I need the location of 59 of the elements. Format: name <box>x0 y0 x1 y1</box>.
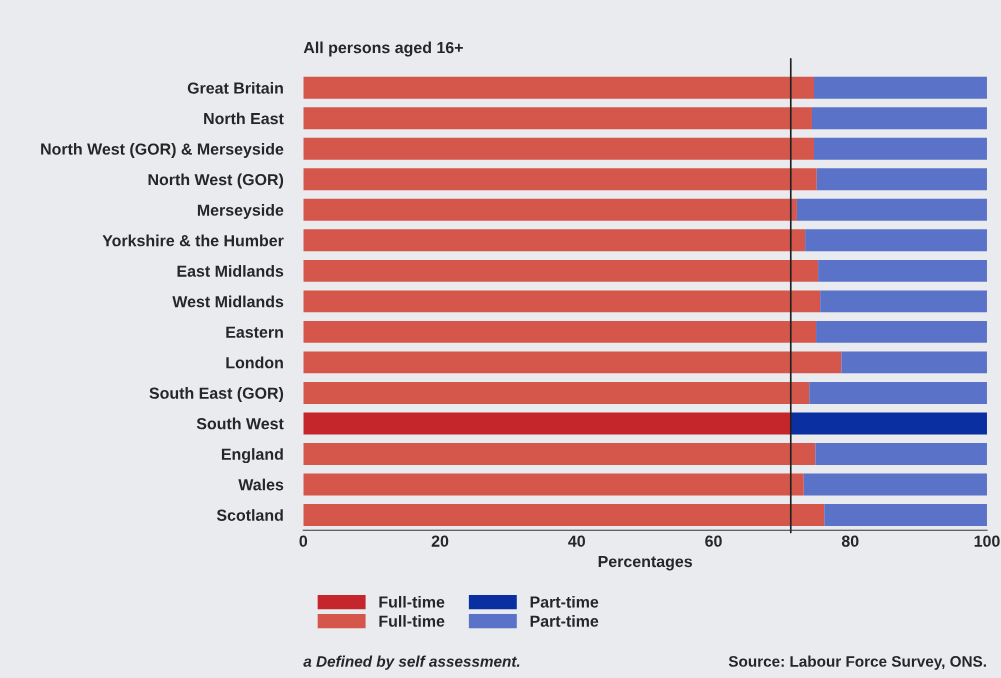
bar <box>809 381 987 404</box>
y-tick-label: London <box>226 356 283 369</box>
bar <box>303 76 815 99</box>
bar <box>303 168 817 191</box>
chart-title: All persons aged 16+ <box>303 41 463 57</box>
x-tick-label: 100 <box>974 535 1000 547</box>
y-tick-label: North West (GOR) & Merseyside <box>41 143 284 158</box>
bar <box>841 351 987 374</box>
source-note: Source: Labour Force Survey, ONS. <box>728 655 986 670</box>
x-tick-label: 0 <box>299 535 308 547</box>
bar <box>303 412 791 435</box>
x-tick-label: 80 <box>841 535 859 547</box>
bar <box>790 412 987 435</box>
bar <box>303 259 819 282</box>
y-tick-label: Scotland <box>216 509 283 521</box>
bar <box>816 320 987 343</box>
bar <box>303 320 817 343</box>
bar <box>814 137 987 160</box>
bar <box>303 381 810 404</box>
bar <box>805 229 987 252</box>
y-tick-label: North East <box>204 112 284 125</box>
x-tick-label: 60 <box>705 535 722 547</box>
y-tick-label: Merseyside <box>197 204 284 219</box>
bar <box>815 442 987 465</box>
legend-label: Full-time <box>379 595 445 608</box>
bar <box>303 290 821 313</box>
bar <box>303 473 804 496</box>
legend-label: Part-time <box>530 615 599 627</box>
bar <box>816 168 987 191</box>
y-tick-label: Great Britain <box>187 82 283 94</box>
y-tick-label: North West (GOR) <box>148 173 284 189</box>
x-tick-label: 40 <box>568 535 586 547</box>
y-tick-label: South West <box>196 417 284 430</box>
y-tick-label: East Midlands <box>177 265 284 277</box>
legend-label: Part-time <box>530 595 599 608</box>
y-tick-label: Wales <box>238 478 284 491</box>
bar <box>811 107 987 130</box>
bar <box>303 351 842 374</box>
bar <box>796 198 987 221</box>
bar <box>303 198 797 221</box>
bar <box>824 503 987 526</box>
legend-label: Full-time <box>379 615 445 627</box>
y-tick-label: England <box>221 448 283 464</box>
bar <box>803 473 987 496</box>
bar <box>818 259 987 282</box>
bar <box>820 290 987 313</box>
bar <box>814 76 987 99</box>
x-tick-label: 20 <box>431 535 449 547</box>
bar <box>303 137 815 160</box>
y-tick-label: West Midlands <box>172 295 284 308</box>
y-tick-label: South East (GOR) <box>149 387 284 402</box>
bar <box>303 107 812 130</box>
text: a Defined by self assessment. <box>303 655 520 670</box>
y-tick-label: Yorkshire & the Humber <box>102 234 284 247</box>
bar <box>303 442 816 465</box>
bar <box>303 503 825 526</box>
x-axis-title: Percentages <box>598 556 692 571</box>
bar <box>303 229 806 252</box>
y-tick-label: Eastern <box>226 326 283 338</box>
